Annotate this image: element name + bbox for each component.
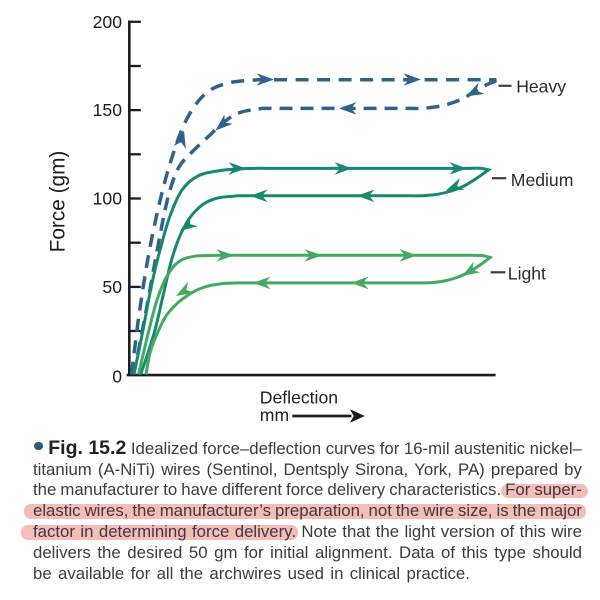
svg-text:Light: Light: [508, 264, 546, 284]
svg-text:200: 200: [93, 12, 123, 32]
svg-text:mm: mm: [260, 405, 289, 425]
svg-text:Force (gm): Force (gm): [47, 151, 70, 253]
svg-text:150: 150: [93, 100, 123, 120]
svg-text:0: 0: [112, 367, 122, 387]
svg-text:Deflection: Deflection: [260, 387, 338, 407]
svg-text:Medium: Medium: [511, 170, 574, 190]
svg-text:100: 100: [93, 189, 123, 209]
svg-text:50: 50: [102, 277, 122, 297]
svg-text:Heavy: Heavy: [516, 77, 566, 97]
